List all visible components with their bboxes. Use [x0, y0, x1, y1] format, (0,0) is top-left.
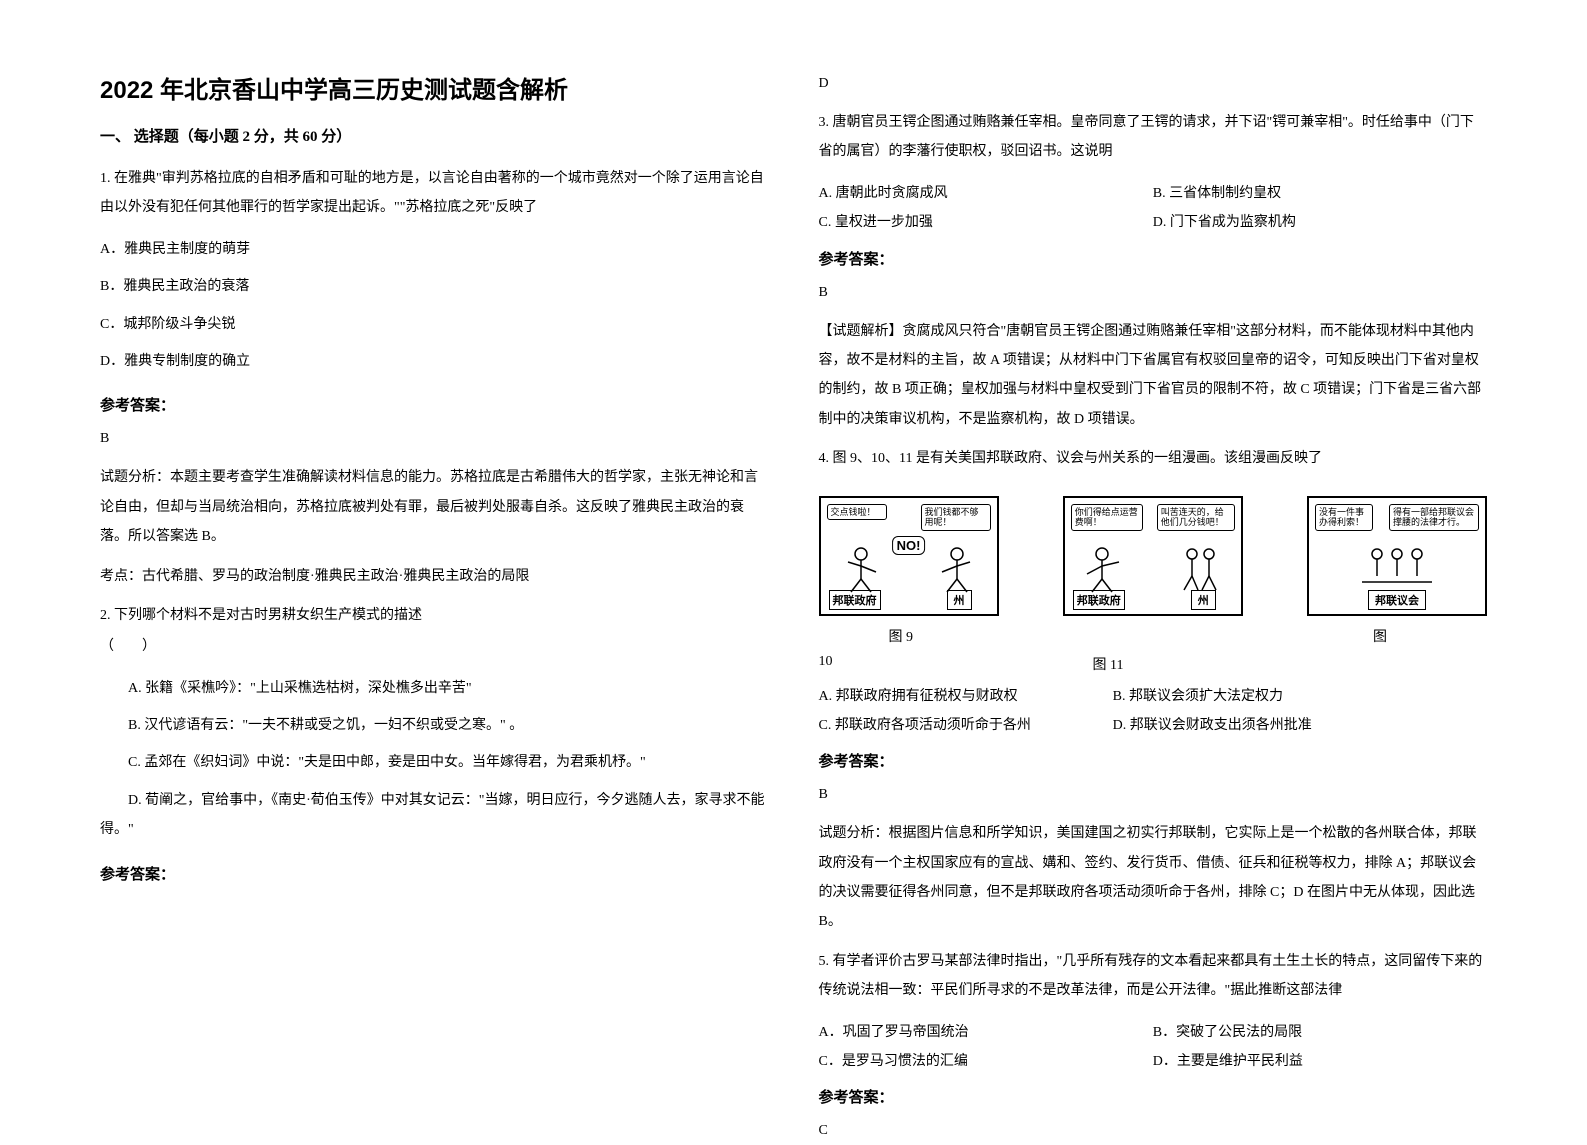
- page-title: 2022 年北京香山中学高三历史测试题含解析: [100, 70, 769, 105]
- q5-stem: 5. 有学者评价古罗马某部法律时指出，"几乎所有残存的文本看起来都具有土生土长的…: [819, 947, 1488, 1006]
- q1-option-c: C．城邦阶级斗争尖锐: [100, 310, 769, 339]
- c1-figure-left: [836, 544, 886, 594]
- q1-option-b: B．雅典民主政治的衰落: [100, 272, 769, 301]
- q3-option-a: A. 唐朝此时贪腐成风: [819, 179, 1153, 208]
- q3-options-row2: C. 皇权进一步加强 D. 门下省成为监察机构: [819, 208, 1488, 237]
- c3-bubble-right: 得有一部给邦联议会撑腰的法律才行。: [1389, 504, 1479, 532]
- q5-option-a: A．巩固了罗马帝国统治: [819, 1018, 1153, 1047]
- c2-label-right: 州: [1191, 590, 1216, 610]
- c1-label-left: 邦联政府: [829, 590, 881, 610]
- caption-fig-partial: 图: [1373, 626, 1387, 646]
- c2-bubble-left: 你们得给点运营费啊！: [1071, 504, 1143, 532]
- q1-answer-label: 参考答案：: [100, 394, 769, 415]
- q2-option-d: D. 荀阐之，官给事中，《南史·荀伯玉传》中对其女记云："当嫁，明日应行，今夕逃…: [100, 786, 769, 845]
- c2-bubble-right: 叫苦连天的，给他们几分钱吧！: [1157, 504, 1235, 532]
- q4-option-a: A. 邦联政府拥有征税权与财政权: [819, 682, 1113, 711]
- q4-answer: B: [819, 781, 1488, 809]
- c3-label: 邦联议会: [1368, 590, 1426, 610]
- cartoon-row: 交点钱啦！ 我们钱都不够用呢！ NO! 邦联政府 州: [819, 496, 1488, 616]
- caption-fig9: 图 9: [889, 626, 914, 646]
- q5-option-c: C．是罗马习惯法的汇编: [819, 1047, 1153, 1076]
- c3-figures: [1357, 544, 1437, 594]
- section-header: 一、 选择题（每小题 2 分，共 60 分）: [100, 125, 769, 146]
- q5-option-d: D．主要是维护平民利益: [1153, 1047, 1487, 1076]
- cartoon-caption-row1: 图 9 图: [819, 626, 1488, 646]
- q2-option-c: C. 孟郊在《织妇词》中说："夫是田中郎，妾是田中女。当年嫁得君，为君乘机杼。": [100, 748, 769, 777]
- q3-options-row1: A. 唐朝此时贪腐成风 B. 三省体制制约皇权: [819, 179, 1488, 208]
- q1-point: 考点：古代希腊、罗马的政治制度·雅典民主政治·雅典民主政治的局限: [100, 562, 769, 591]
- q3-answer-label: 参考答案：: [819, 248, 1488, 269]
- q1-option-a: A．雅典民主制度的萌芽: [100, 235, 769, 264]
- q5-option-b: B．突破了公民法的局限: [1153, 1018, 1487, 1047]
- q5-options-row1: A．巩固了罗马帝国统治 B．突破了公民法的局限: [819, 1018, 1488, 1047]
- q5-options-row2: C．是罗马习惯法的汇编 D．主要是维护平民利益: [819, 1047, 1488, 1076]
- right-column: D 3. 唐朝官员王锷企图通过贿赂兼任宰相。皇帝同意了王锷的请求，并下诏"锷可兼…: [819, 70, 1488, 1082]
- c2-label-left: 邦联政府: [1073, 590, 1125, 610]
- q1-stem: 1. 在雅典"审判苏格拉底的自相矛盾和可耻的地方是，以言论自由著称的一个城市竟然…: [100, 164, 769, 223]
- q2-paren: （ ）: [100, 632, 769, 661]
- q3-option-b: B. 三省体制制约皇权: [1153, 179, 1487, 208]
- q2-answer: D: [819, 70, 1488, 98]
- c1-label-right: 州: [947, 590, 972, 610]
- q3-option-c: C. 皇权进一步加强: [819, 208, 1153, 237]
- cartoon-3: 没有一件事办得利索！ 得有一部给邦联议会撑腰的法律才行。 邦联议会: [1307, 496, 1487, 616]
- c2-figure-right: [1174, 544, 1229, 594]
- q3-option-d: D. 门下省成为监察机构: [1153, 208, 1487, 237]
- cartoon-1: 交点钱啦！ 我们钱都不够用呢！ NO! 邦联政府 州: [819, 496, 999, 616]
- q4-options-row2: C. 邦联政府各项活动须听命于各州 D. 邦联议会财政支出须各州批准: [819, 711, 1488, 740]
- q4-options-row1: A. 邦联政府拥有征税权与财政权 B. 邦联议会须扩大法定权力: [819, 682, 1488, 711]
- c1-figure-right: [932, 544, 982, 594]
- q2-stem: 2. 下列哪个材料不是对古时男耕女织生产模式的描述: [100, 601, 769, 630]
- q1-option-d: D．雅典专制制度的确立: [100, 347, 769, 376]
- q2-option-a: A. 张籍《采樵吟》："上山采樵选枯树，深处樵多出辛苦": [100, 674, 769, 703]
- q4-analysis: 试题分析：根据图片信息和所学知识，美国建国之初实行邦联制，它实际上是一个松散的各…: [819, 819, 1488, 937]
- q4-option-b: B. 邦联议会须扩大法定权力: [1113, 682, 1283, 711]
- c1-bubble-left: 交点钱啦！: [827, 504, 887, 521]
- q4-answer-label: 参考答案：: [819, 750, 1488, 771]
- c1-bubble-right: 我们钱都不够用呢！: [921, 504, 991, 532]
- q3-answer: B: [819, 279, 1488, 307]
- q2-answer-label: 参考答案：: [100, 863, 769, 884]
- c1-no-sign: NO!: [892, 536, 926, 555]
- q1-answer: B: [100, 425, 769, 453]
- q4-option-c: C. 邦联政府各项活动须听命于各州: [819, 711, 1113, 740]
- caption-fig11: 图 11: [1093, 654, 1124, 674]
- q3-stem: 3. 唐朝官员王锷企图通过贿赂兼任宰相。皇帝同意了王锷的请求，并下诏"锷可兼宰相…: [819, 108, 1488, 167]
- q3-analysis: 【试题解析】贪腐成风只符合"唐朝官员王锷企图通过贿赂兼任宰相"这部分材料，而不能…: [819, 317, 1488, 435]
- q5-answer-label: 参考答案：: [819, 1086, 1488, 1107]
- left-column: 2022 年北京香山中学高三历史测试题含解析 一、 选择题（每小题 2 分，共 …: [100, 70, 769, 1082]
- q4-stem: 4. 图 9、10、11 是有关美国邦联政府、议会与州关系的一组漫画。该组漫画反…: [819, 444, 1488, 473]
- c3-bubble-left: 没有一件事办得利索！: [1315, 504, 1373, 532]
- cartoon-2: 你们得给点运营费啊！ 叫苦连天的，给他们几分钱吧！ 邦联政府: [1063, 496, 1243, 616]
- c2-figure-left: [1077, 544, 1127, 594]
- caption-10: 10: [819, 654, 833, 674]
- q2-option-b: B. 汉代谚语有云："一夫不耕或受之饥，一妇不织或受之寒。" 。: [100, 711, 769, 740]
- q1-analysis: 试题分析：本题主要考查学生准确解读材料信息的能力。苏格拉底是古希腊伟大的哲学家，…: [100, 463, 769, 551]
- q4-option-d: D. 邦联议会财政支出须各州批准: [1113, 711, 1312, 740]
- cartoon-caption-row2: 10 图 11: [819, 654, 1488, 674]
